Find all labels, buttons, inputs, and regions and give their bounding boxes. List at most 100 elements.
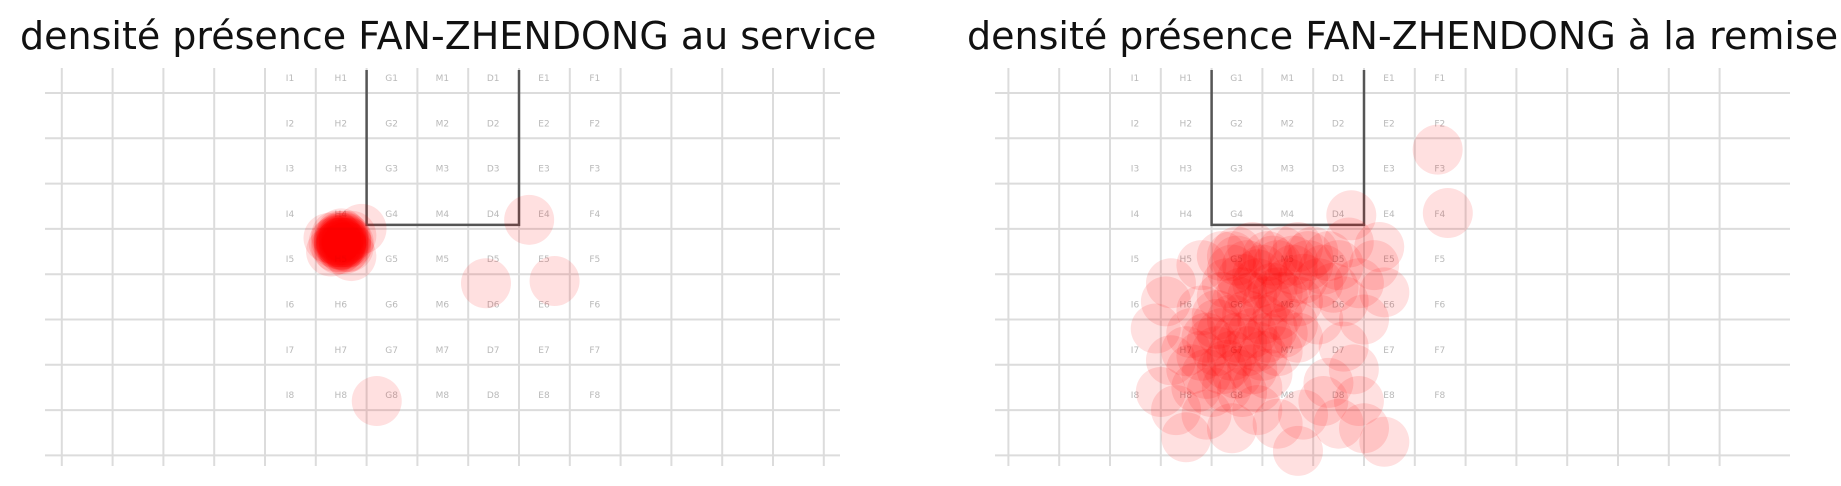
presence-dot xyxy=(529,255,580,306)
presence-dot xyxy=(1217,317,1268,368)
presence-dot xyxy=(1323,217,1374,268)
zone-label: D3 xyxy=(1332,165,1345,175)
presence-dot xyxy=(1242,231,1293,282)
table-outline xyxy=(365,70,521,227)
zone-label: F8 xyxy=(1434,391,1445,401)
presence-dot xyxy=(326,210,377,261)
presence-dot xyxy=(1318,321,1369,372)
presence-dot xyxy=(1212,348,1262,399)
presence-dot xyxy=(1212,276,1262,327)
presence-dot xyxy=(1267,299,1318,350)
zone-label: G6 xyxy=(385,301,398,311)
presence-dot xyxy=(1278,253,1329,304)
zone-label: M7 xyxy=(436,346,450,356)
presence-dot xyxy=(1247,262,1298,313)
zone-label: E5 xyxy=(538,255,549,265)
presence-dot xyxy=(316,212,367,263)
presence-dot xyxy=(1176,240,1227,291)
presence-dot xyxy=(313,217,364,268)
zone-label: I1 xyxy=(1131,74,1139,84)
zone-label: I5 xyxy=(1131,255,1139,265)
zone-label: H4 xyxy=(1180,210,1193,220)
presence-dot xyxy=(1196,271,1247,322)
zone-label: E8 xyxy=(538,391,550,401)
presence-dot xyxy=(1262,258,1313,309)
presence-dot xyxy=(1272,222,1323,273)
zone-label: H3 xyxy=(1180,165,1193,175)
presence-dot xyxy=(1318,276,1369,327)
zone-label: D6 xyxy=(1332,301,1345,311)
zone-label: D8 xyxy=(487,391,500,401)
presence-dot xyxy=(1176,330,1227,381)
zone-label: G8 xyxy=(385,391,398,401)
zone-label: M3 xyxy=(436,165,450,175)
presence-dot xyxy=(318,210,369,261)
zone-label: G4 xyxy=(1230,210,1243,220)
presence-dot xyxy=(318,219,369,270)
zone-label: G1 xyxy=(1230,74,1243,84)
zone-label: M5 xyxy=(436,255,450,265)
presence-dot xyxy=(318,212,369,263)
chart-title: densité présence FAN-ZHENDONG au service xyxy=(20,14,877,58)
presence-dot xyxy=(1252,326,1303,377)
presence-dot xyxy=(1140,276,1191,327)
presence-dot xyxy=(1339,294,1389,345)
zone-label: H7 xyxy=(1180,346,1193,356)
presence-dot xyxy=(1359,416,1410,467)
zone-label: H1 xyxy=(335,74,348,84)
zone-label: M8 xyxy=(1281,391,1295,401)
zone-label: F3 xyxy=(1434,165,1445,175)
presence-dot xyxy=(1171,362,1222,413)
presence-dot xyxy=(1232,385,1283,436)
presence-dot xyxy=(1206,231,1257,282)
presence-dot xyxy=(316,215,367,266)
zone-label: I4 xyxy=(1131,210,1140,220)
presence-dot xyxy=(1196,308,1247,359)
presence-dot xyxy=(1252,240,1303,291)
zone-label: M4 xyxy=(1281,210,1295,220)
presence-dot xyxy=(1161,412,1212,463)
presence-dot xyxy=(321,222,372,273)
presence-dot xyxy=(1232,249,1283,300)
zone-label: E2 xyxy=(1383,119,1394,129)
zone-label: F7 xyxy=(1434,346,1445,356)
presence-dot xyxy=(1217,366,1268,417)
presence-dot xyxy=(1349,240,1400,291)
presence-dot xyxy=(1232,362,1283,413)
zone-label: M7 xyxy=(1281,346,1295,356)
presence-dot xyxy=(1227,344,1278,395)
zone-label: F3 xyxy=(589,165,600,175)
zone-label: G8 xyxy=(1230,391,1243,401)
presence-dot xyxy=(1206,403,1257,454)
presence-dot xyxy=(1283,240,1334,291)
zone-label: D2 xyxy=(1332,119,1345,129)
presence-dot xyxy=(1181,348,1232,399)
zone-label: F8 xyxy=(589,391,600,401)
presence-dot xyxy=(1242,348,1293,399)
zone-label: D5 xyxy=(487,255,500,265)
zone-label: H6 xyxy=(1180,301,1193,311)
zone-label: M1 xyxy=(1281,74,1295,84)
zone-label: D1 xyxy=(1332,74,1345,84)
zone-label: E1 xyxy=(1383,74,1394,84)
presence-dot xyxy=(1227,308,1278,359)
zone-label: I6 xyxy=(286,301,295,311)
zone-label: M2 xyxy=(1281,119,1295,129)
presence-dot xyxy=(1422,188,1473,239)
zone-label: F4 xyxy=(589,210,600,220)
presence-dot xyxy=(1257,271,1308,322)
zone-label: F1 xyxy=(589,74,600,84)
presence-dot xyxy=(1176,285,1227,336)
zone-label: H8 xyxy=(335,391,348,401)
presence-dot xyxy=(326,231,377,282)
zone-label: H8 xyxy=(1180,391,1193,401)
presence-dot xyxy=(1191,299,1242,350)
zone-label: G2 xyxy=(385,119,398,129)
presence-dot xyxy=(316,217,367,268)
zone-label: F2 xyxy=(1434,119,1445,129)
zone-label: I1 xyxy=(286,74,294,84)
zone-label: F6 xyxy=(1434,301,1445,311)
presence-dot xyxy=(1333,376,1384,427)
zone-label: D5 xyxy=(1332,255,1345,265)
presence-dot xyxy=(336,203,387,254)
